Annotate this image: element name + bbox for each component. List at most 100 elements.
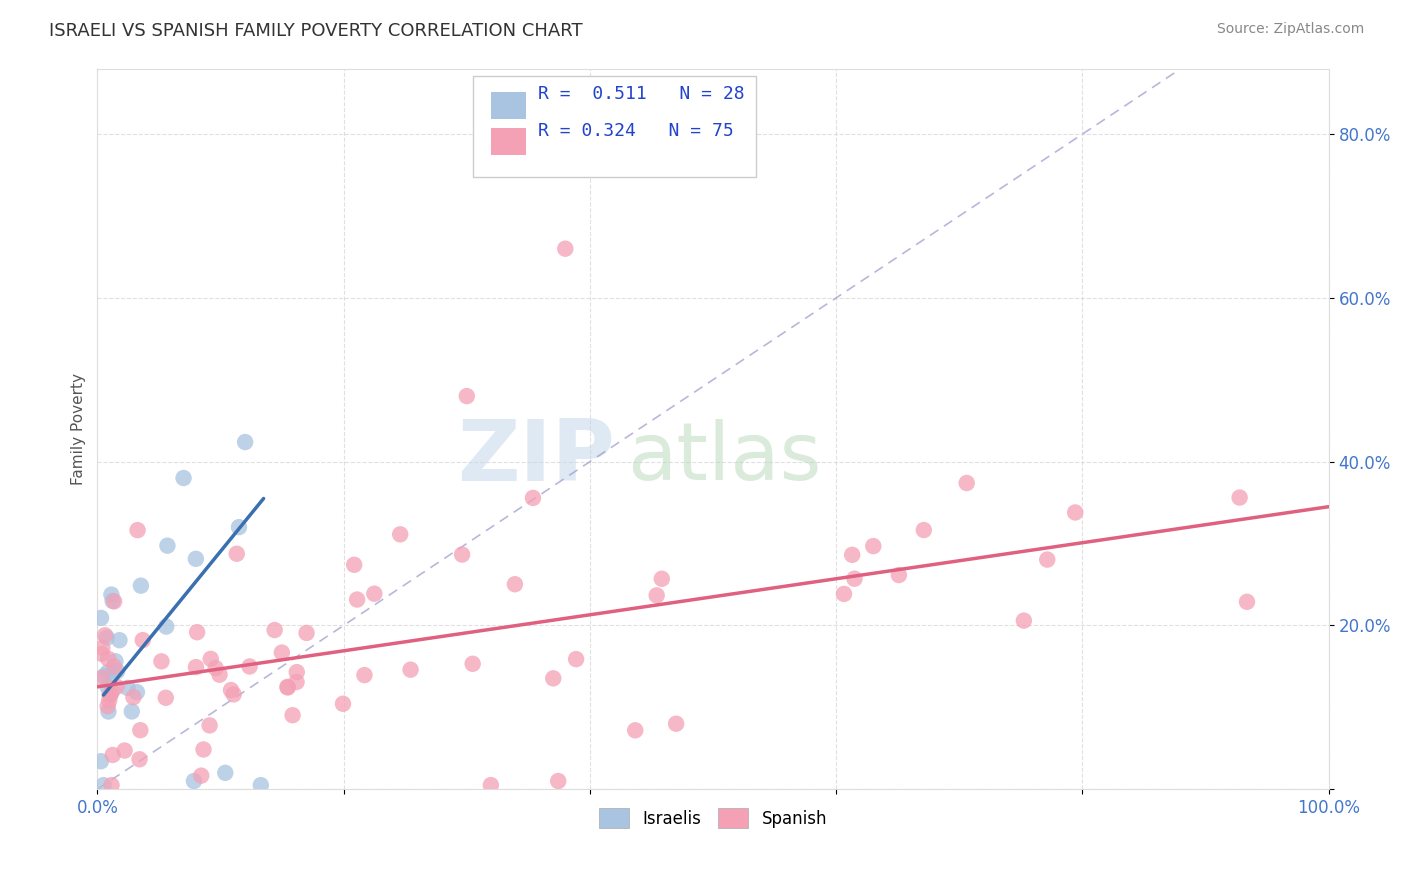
Point — [565, 652, 588, 666]
Point — [101, 684, 124, 698]
Point — [541, 671, 564, 685]
Point — [93, 778, 115, 792]
Point — [101, 747, 124, 762]
Point — [97, 699, 120, 714]
Point — [98, 689, 121, 703]
FancyBboxPatch shape — [472, 76, 756, 177]
Point — [479, 778, 502, 792]
Point — [912, 523, 935, 537]
Point — [862, 539, 884, 553]
Point — [105, 680, 128, 694]
Point — [186, 625, 208, 640]
Point — [522, 491, 544, 505]
Point — [665, 716, 688, 731]
Point — [104, 654, 127, 668]
Point — [451, 548, 474, 562]
Point — [343, 558, 366, 572]
Point — [94, 628, 117, 642]
Point — [97, 705, 120, 719]
Point — [90, 647, 112, 661]
FancyBboxPatch shape — [492, 128, 526, 155]
Point — [461, 657, 484, 671]
Point — [101, 594, 124, 608]
Point — [193, 742, 215, 756]
Point — [100, 687, 122, 701]
Point — [91, 671, 114, 685]
Point — [208, 667, 231, 681]
Point — [97, 665, 120, 680]
Point — [190, 769, 212, 783]
Point — [281, 708, 304, 723]
Point — [108, 633, 131, 648]
Point — [184, 660, 207, 674]
Point — [129, 723, 152, 738]
Point — [117, 681, 139, 695]
Point — [624, 723, 647, 738]
Point — [100, 778, 122, 792]
Point — [332, 697, 354, 711]
Point — [228, 520, 250, 534]
Point — [547, 774, 569, 789]
Point — [1064, 506, 1087, 520]
Point — [97, 681, 120, 695]
Point — [219, 683, 242, 698]
Point — [225, 547, 247, 561]
Point — [1236, 595, 1258, 609]
Point — [1036, 552, 1059, 566]
Point — [239, 659, 262, 673]
Point — [346, 592, 368, 607]
Text: atlas: atlas — [627, 418, 821, 497]
Point — [129, 579, 152, 593]
Point — [155, 690, 177, 705]
Point — [98, 693, 121, 707]
Point — [90, 611, 112, 625]
Point — [122, 690, 145, 705]
Point — [503, 577, 526, 591]
Point — [214, 765, 236, 780]
Point — [399, 663, 422, 677]
Point — [353, 668, 375, 682]
Point — [832, 587, 855, 601]
Point — [105, 664, 128, 678]
Text: R = 0.324   N = 75: R = 0.324 N = 75 — [538, 122, 734, 140]
Point — [173, 471, 195, 485]
Point — [96, 631, 118, 645]
Point — [249, 778, 271, 792]
Point — [101, 666, 124, 681]
Point — [91, 640, 114, 655]
Point — [103, 659, 125, 673]
Point — [270, 646, 292, 660]
Point — [114, 743, 136, 757]
Point — [645, 588, 668, 602]
Point — [651, 572, 673, 586]
Point — [389, 527, 412, 541]
Point — [200, 652, 222, 666]
Point — [103, 594, 125, 608]
Point — [456, 389, 478, 403]
Y-axis label: Family Poverty: Family Poverty — [72, 373, 86, 485]
Point — [155, 619, 177, 633]
Point — [277, 681, 299, 695]
FancyBboxPatch shape — [492, 92, 526, 119]
Point — [125, 685, 148, 699]
Point — [844, 572, 866, 586]
Point — [263, 623, 285, 637]
Point — [554, 242, 576, 256]
Point — [93, 669, 115, 683]
Point — [285, 665, 308, 680]
Point — [100, 588, 122, 602]
Point — [156, 539, 179, 553]
Text: ZIP: ZIP — [457, 417, 614, 500]
Point — [1012, 614, 1035, 628]
Point — [841, 548, 863, 562]
Point — [887, 568, 910, 582]
Point — [198, 718, 221, 732]
Point — [276, 680, 298, 694]
Point — [363, 587, 385, 601]
Point — [1229, 491, 1251, 505]
Point — [132, 633, 155, 648]
Point — [233, 435, 256, 450]
Point — [150, 654, 173, 668]
Legend: Israelis, Spanish: Israelis, Spanish — [592, 801, 834, 835]
Point — [204, 661, 226, 675]
